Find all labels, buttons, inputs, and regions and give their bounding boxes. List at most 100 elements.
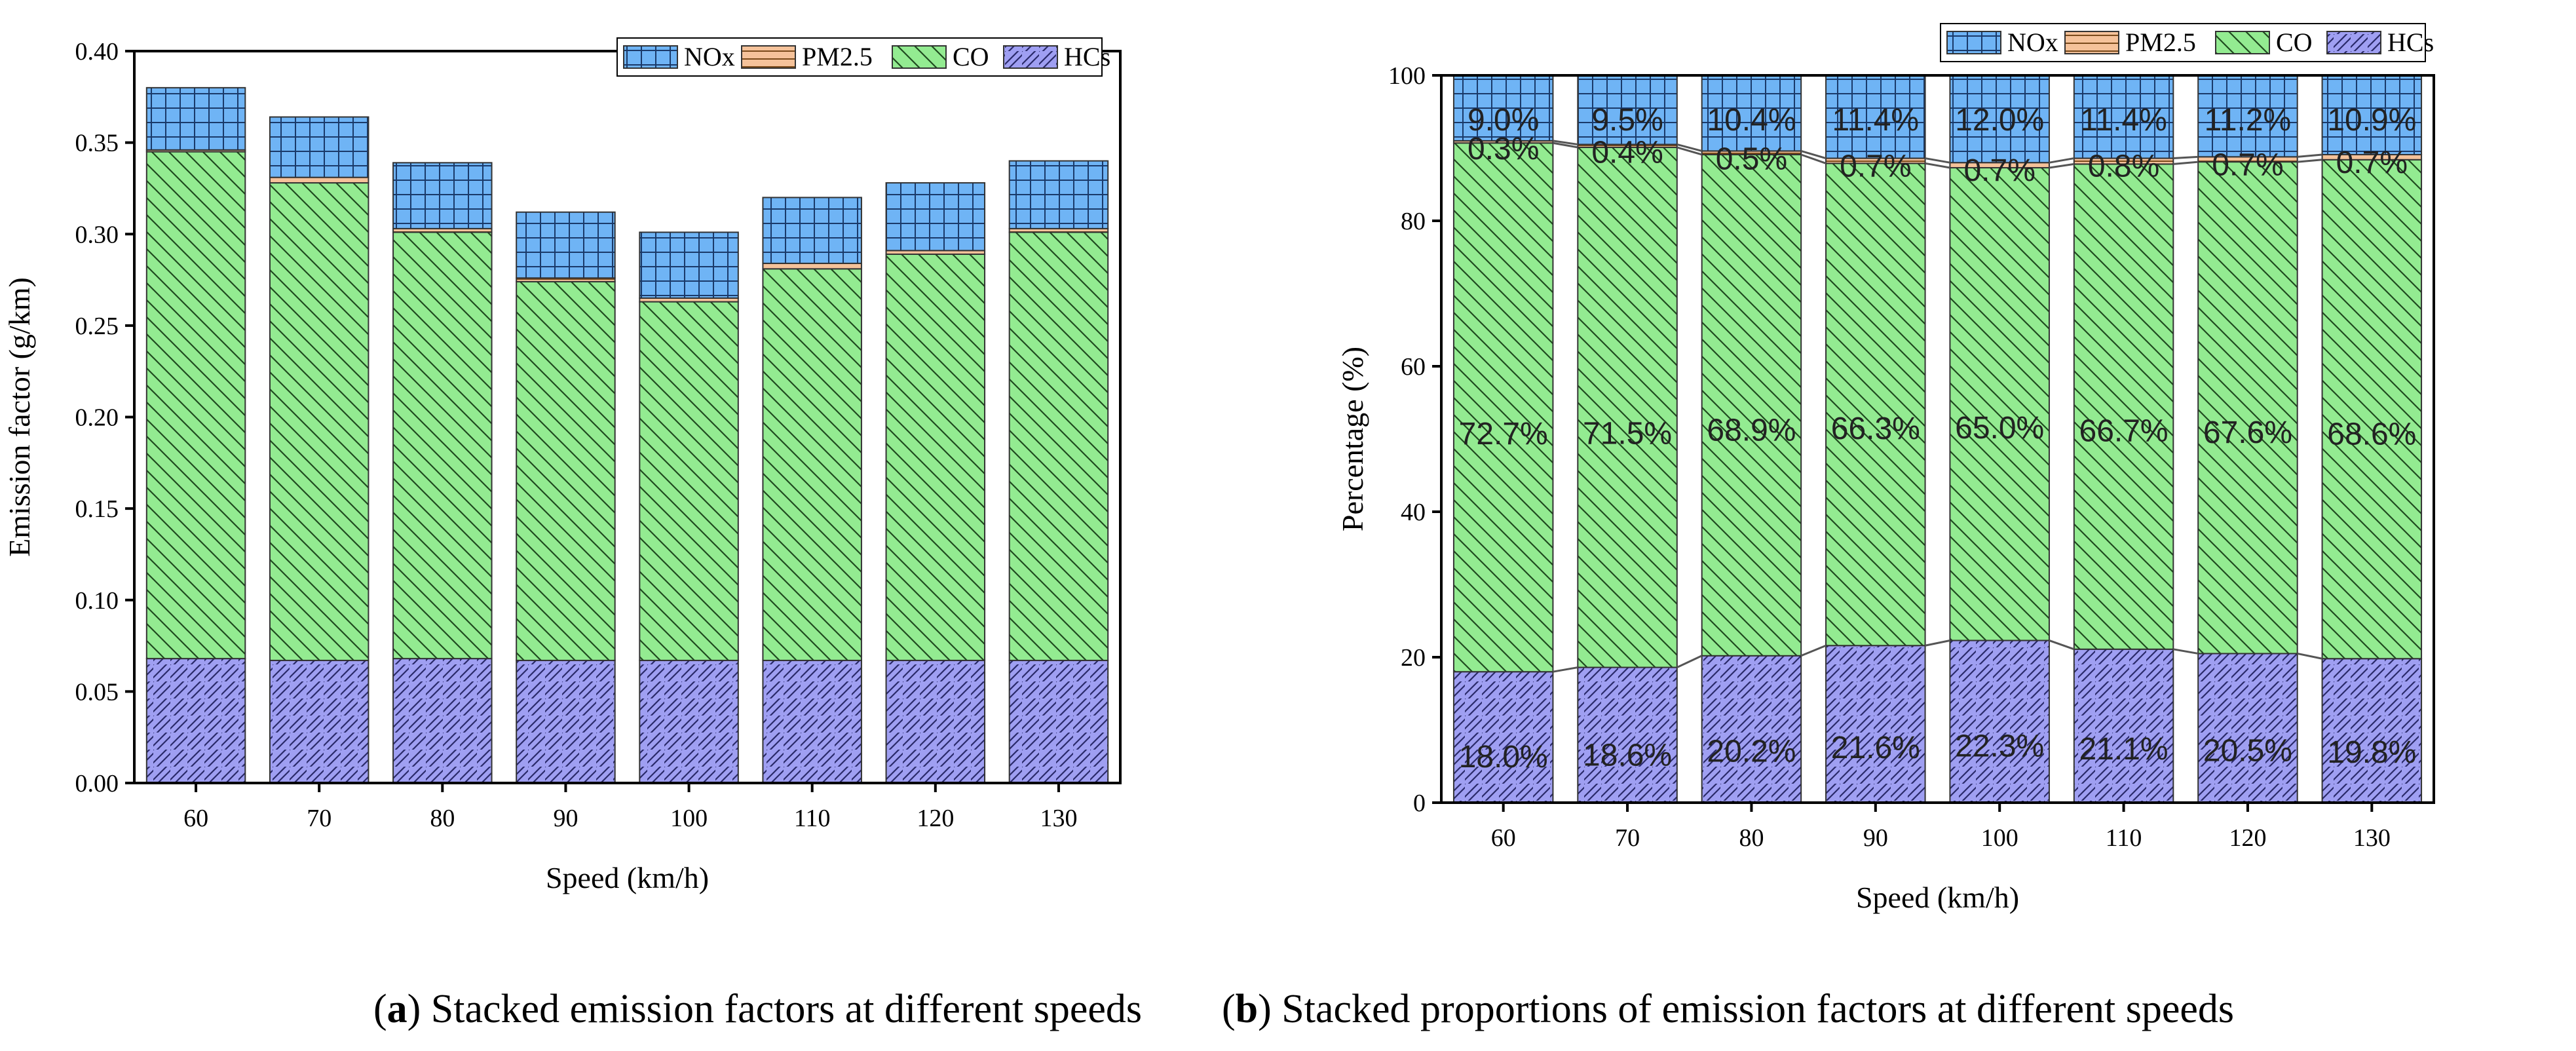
a-bar-co-70 — [269, 182, 369, 661]
b-label-pm2-5-100: 0.7% — [1963, 153, 2035, 188]
b-label-pm2-5-70: 0.4% — [1591, 135, 1663, 170]
b-legend-swatch-co — [2215, 31, 2270, 54]
b-connector-0-1 — [1676, 655, 1703, 668]
a-x-axis-title: Speed (km/h) — [546, 861, 709, 894]
a-x-tick-label-80: 80 — [430, 805, 455, 832]
b-label-hcs-110: 21.1% — [2079, 732, 2169, 767]
b-connector-0-4 — [2049, 640, 2075, 651]
b-connector-0-5 — [2173, 648, 2199, 655]
b-bar-nox-120 — [2197, 75, 2298, 158]
b-connector-1-3 — [1925, 162, 1950, 169]
b-label-pm2-5-110: 0.8% — [2088, 149, 2159, 184]
a-bar-hcs-60 — [145, 658, 246, 784]
a-legend-swatch-pm2-5 — [741, 45, 796, 69]
b-connector-2-0 — [1553, 140, 1578, 145]
b-label-hcs-80: 20.2% — [1707, 735, 1796, 769]
b-legend-swatch-hcs — [2326, 31, 2381, 54]
b-label-hcs-130: 19.8% — [2327, 735, 2416, 770]
panel-b-proportions-chart: 18.0% 72.7% 0.3%9.0% 18.6% 71.5% 0.4%9.5% 20.2… — [1336, 23, 2435, 914]
a-bar-co-60 — [145, 151, 246, 660]
a-y-tick-label-0-40: 0.40 — [75, 38, 119, 66]
a-legend-label-pm2-5: PM2.5 — [802, 42, 873, 71]
b-bar-hcs-130 — [2321, 658, 2423, 803]
b-legend-label-hcs: HCs — [2387, 28, 2434, 57]
b-label-co-60: 72.7% — [1459, 417, 1548, 451]
b-connector-1-4 — [2049, 162, 2075, 169]
b-connector-1-0 — [1553, 142, 1578, 149]
caption-a-open-paren: ( — [373, 987, 387, 1031]
a-y-tick-label-0-25: 0.25 — [75, 313, 119, 340]
a-bar-co-110 — [762, 268, 862, 661]
a-x-ticks: 60 70 80 90 100 110 120 130 — [183, 783, 1077, 832]
a-bar-hcs-130 — [1008, 659, 1109, 784]
b-connector-1-6 — [2297, 159, 2322, 163]
a-bar-nox-80 — [392, 162, 493, 229]
b-label-nox-130: 10.9% — [2327, 103, 2416, 138]
a-bar-co-130 — [1008, 231, 1109, 661]
a-legend-swatch-nox — [623, 45, 678, 69]
b-label-nox-110: 11.4% — [2080, 103, 2167, 138]
a-legend-swatch-co — [892, 45, 947, 69]
a-bar-co-90 — [516, 280, 616, 661]
a-legend-box — [616, 37, 1103, 77]
b-label-pm2-5-60: 0.3% — [1468, 132, 1539, 166]
a-bar-nox-100 — [639, 231, 739, 299]
b-connector-1-5 — [2173, 161, 2199, 165]
a-y-tick-label-0-05: 0.05 — [75, 678, 119, 706]
a-bar-pm2-5-70 — [269, 176, 369, 184]
a-x-tick-label-130: 130 — [1040, 805, 1077, 832]
b-label-co-90: 66.3% — [1831, 411, 1920, 446]
b-y-ticks: 0 20 40 60 80 100 — [1388, 62, 1441, 817]
a-bar-hcs-70 — [269, 659, 369, 784]
a-legend-label-co: CO — [953, 42, 989, 71]
b-y-tick-label-40: 40 — [1401, 499, 1426, 526]
b-label-hcs-60: 18.0% — [1459, 740, 1548, 774]
b-label-nox-100: 12.0% — [1955, 103, 2044, 138]
a-y-tick-label-0-10: 0.10 — [75, 587, 119, 615]
b-label-nox-60: 9.0% — [1468, 103, 1539, 138]
b-x-tick-label-100: 100 — [1981, 824, 2018, 852]
b-label-pm2-5-130: 0.7% — [2336, 145, 2408, 180]
b-label-nox-120: 11.2% — [2205, 103, 2292, 138]
b-connector-2-4 — [2049, 157, 2075, 164]
b-connector-0-6 — [2297, 652, 2322, 660]
caption-b: (b) Stacked proportions of emission fact… — [1222, 987, 2234, 1031]
a-y-tick-label-0-35: 0.35 — [75, 130, 119, 157]
b-bar-co-130 — [2321, 159, 2423, 660]
a-x-tick-label-90: 90 — [553, 805, 578, 832]
a-bar-pm2-5-110 — [762, 262, 862, 270]
b-label-co-100: 65.0% — [1955, 411, 2044, 446]
a-x-tick-label-70: 70 — [307, 805, 331, 832]
b-x-axis-title: Speed (km/h) — [1856, 881, 2019, 914]
b-y-tick-label-20: 20 — [1401, 644, 1426, 672]
a-bar-hcs-120 — [885, 659, 986, 784]
a-bar-nox-110 — [762, 197, 862, 264]
a-x-tick-label-60: 60 — [183, 805, 208, 832]
b-plot-frame — [1440, 74, 2435, 804]
b-connector-0-2 — [1800, 644, 1827, 657]
b-connector-2-3 — [1925, 157, 1950, 164]
a-bar-hcs-100 — [639, 659, 739, 784]
b-x-tick-label-80: 80 — [1739, 824, 1764, 852]
a-y-tick-label-0-15: 0.15 — [75, 495, 119, 523]
a-bar-nox-90 — [516, 211, 616, 279]
b-bar-co-110 — [2073, 163, 2174, 650]
a-x-tick-label-100: 100 — [670, 805, 708, 832]
b-bar-hcs-70 — [1577, 666, 1678, 803]
b-legend-swatch-nox — [1946, 31, 2001, 54]
a-bar-hcs-110 — [762, 659, 862, 784]
b-label-co-130: 68.6% — [2327, 417, 2416, 452]
b-legend-label-co: CO — [2276, 28, 2313, 57]
b-y-tick-label-0: 0 — [1413, 790, 1426, 817]
a-y-axis-title: Emission factor (g/km) — [3, 277, 36, 557]
b-bar-nox-110 — [2073, 75, 2174, 159]
b-x-tick-label-110: 110 — [2106, 824, 2142, 852]
a-y-ticks: 0.00 0.05 0.10 0.15 0.20 0.25 0.30 0.35 0.40 — [75, 38, 134, 797]
b-y-axis-title: Percentage (%) — [1336, 347, 1369, 531]
b-x-tick-label-70: 70 — [1615, 824, 1640, 852]
a-bar-co-120 — [885, 253, 986, 661]
b-legend-label-nox: NOx — [2007, 28, 2058, 57]
b-bar-hcs-120 — [2197, 653, 2298, 804]
b-x-tick-label-60: 60 — [1491, 824, 1516, 852]
